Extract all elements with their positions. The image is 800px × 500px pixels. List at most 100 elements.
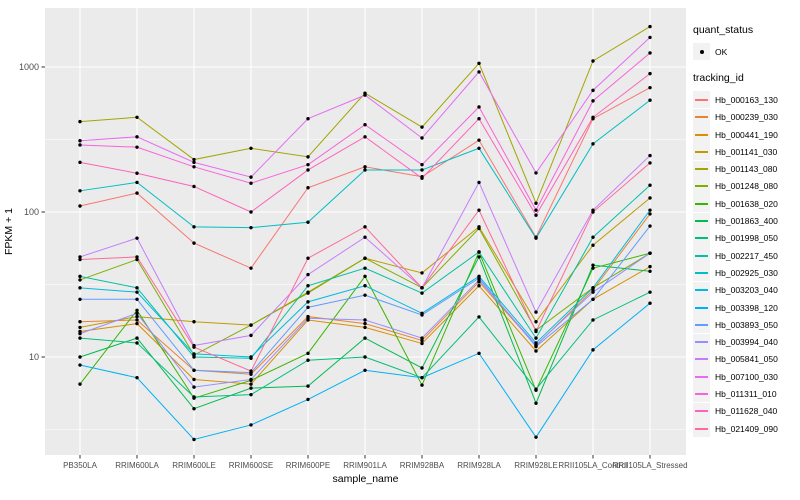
line-key-icon	[693, 385, 710, 403]
data-point-Hb_000441_190	[363, 325, 367, 330]
line-key-icon	[693, 420, 710, 438]
legend-entry-Hb_002217_450: Hb_002217_450	[693, 247, 799, 265]
legend-label: Hb_003203_040	[715, 285, 778, 296]
legend-label: Hb_001141_030	[715, 146, 778, 157]
data-point-Hb_011311_010	[477, 105, 481, 109]
data-point-Hb_001998_050	[306, 358, 310, 362]
data-point-Hb_003398_120	[534, 435, 538, 439]
data-point-Hb_001143_080	[648, 24, 652, 29]
legend-label: Hb_011628_040	[715, 406, 778, 417]
data-point-Hb_003203_040	[591, 286, 595, 290]
x-tick-label: RRII105LA_Stressed	[612, 461, 687, 470]
data-point-Hb_001143_080	[306, 155, 310, 159]
data-point-Hb_002217_450	[477, 250, 481, 254]
legend-label: Hb_001998_050	[715, 233, 778, 244]
data-point-Hb_001143_080	[135, 115, 139, 119]
data-point-Hb_007100_030	[477, 70, 481, 74]
data-point-Hb_005841_050	[477, 180, 481, 185]
data-point-Hb_005841_050	[249, 333, 253, 338]
data-point-Hb_003893_050	[306, 305, 310, 310]
data-point-Hb_003893_050	[648, 224, 652, 228]
data-point-Hb_000163_130	[192, 241, 196, 245]
data-point-Hb_005841_050	[363, 235, 367, 239]
data-point-Hb_011311_010	[591, 99, 595, 103]
legend-entry-Hb_011311_010: Hb_011311_010	[693, 385, 799, 403]
series-color-swatch	[695, 306, 708, 309]
line-key-icon	[693, 143, 710, 161]
data-point-Hb_001998_050	[363, 355, 367, 359]
x-tick-label: PB350LA	[63, 461, 97, 470]
series-color-swatch	[695, 168, 708, 171]
data-point-Hb_001863_400	[135, 336, 139, 340]
data-point-Hb_000239_030	[648, 212, 652, 216]
legend-label: Hb_001863_400	[715, 216, 778, 227]
data-point-Hb_002217_450	[306, 284, 310, 288]
line-key-icon	[693, 350, 710, 368]
data-point-Hb_002217_450	[591, 235, 595, 239]
line-key-icon	[693, 229, 710, 247]
data-point-Hb_001143_080	[249, 146, 253, 150]
line-key-icon	[693, 247, 710, 265]
x-tick-label: RRIM600LE	[172, 461, 216, 470]
data-point-Hb_000239_030	[135, 318, 139, 322]
data-point-Hb_007100_030	[591, 88, 595, 93]
line-key-icon	[693, 316, 710, 334]
data-point-Hb_000163_130	[363, 165, 367, 169]
data-point-Hb_001638_020	[306, 351, 310, 356]
data-point-Hb_001998_050	[192, 395, 196, 399]
x-tick-label: RRIM600SE	[229, 461, 273, 470]
data-point-Hb_003398_120	[78, 363, 82, 367]
data-point-Hb_001863_400	[363, 336, 367, 340]
data-point-Hb_001248_080	[78, 278, 82, 282]
legend-label: Hb_011311_010	[715, 388, 777, 399]
data-point-Hb_005841_050	[306, 272, 310, 277]
data-point-Hb_001141_030	[135, 314, 139, 319]
data-point-Hb_011311_010	[78, 143, 82, 147]
series-color-swatch	[695, 202, 708, 205]
data-point-Hb_001998_050	[534, 387, 538, 391]
series-color-swatch	[695, 116, 708, 119]
data-point-Hb_001863_400	[591, 263, 595, 267]
line-key-icon	[693, 160, 710, 178]
data-point-Hb_021409_090	[477, 208, 481, 212]
series-color-swatch	[695, 323, 708, 326]
line-key-icon	[693, 126, 710, 144]
series-color-swatch	[695, 254, 708, 257]
series-color-swatch	[695, 133, 708, 136]
data-point-Hb_011311_010	[648, 51, 652, 55]
series-color-swatch	[695, 271, 708, 274]
data-point-Hb_001998_050	[648, 290, 652, 294]
legend-entry-Hb_003994_040: Hb_003994_040	[693, 333, 799, 351]
y-tick-label: 10	[29, 352, 39, 362]
data-point-Hb_003398_120	[192, 437, 196, 442]
data-point-Hb_001248_080	[135, 257, 139, 262]
data-point-Hb_007100_030	[363, 93, 367, 97]
data-point-Hb_001143_080	[534, 201, 538, 205]
data-point-Hb_003994_040	[78, 331, 82, 336]
data-point-Hb_000441_190	[135, 321, 139, 326]
data-point-Hb_003398_120	[135, 375, 139, 380]
series-color-swatch	[695, 392, 708, 395]
data-point-Hb_011628_040	[192, 184, 196, 189]
line-key-icon	[693, 264, 710, 282]
data-point-Hb_011311_010	[363, 123, 367, 127]
legend-label: Hb_007100_030	[715, 371, 778, 382]
legend-entry-Hb_001998_050: Hb_001998_050	[693, 229, 799, 247]
data-point-Hb_001248_080	[249, 323, 253, 327]
series-color-swatch	[695, 427, 708, 430]
data-point-Hb_007100_030	[249, 175, 253, 179]
data-point-Hb_001141_030	[591, 243, 595, 247]
series-color-swatch	[695, 237, 708, 240]
x-tick-label: RRIM928LA	[457, 461, 501, 470]
x-tick-label: RRIM600LA	[115, 461, 159, 470]
data-point-Hb_003893_050	[363, 293, 367, 297]
data-point-Hb_001248_080	[363, 256, 367, 260]
data-point-Hb_003994_040	[306, 316, 310, 320]
x-tick-label: RRII105LA_Control	[558, 461, 628, 470]
data-point-Hb_001863_400	[78, 355, 82, 359]
data-point-Hb_003203_040	[78, 286, 82, 290]
y-tick-label: 100	[24, 207, 39, 217]
legend-entry-Hb_003398_120: Hb_003398_120	[693, 299, 799, 316]
data-point-Hb_002925_030	[648, 98, 652, 102]
